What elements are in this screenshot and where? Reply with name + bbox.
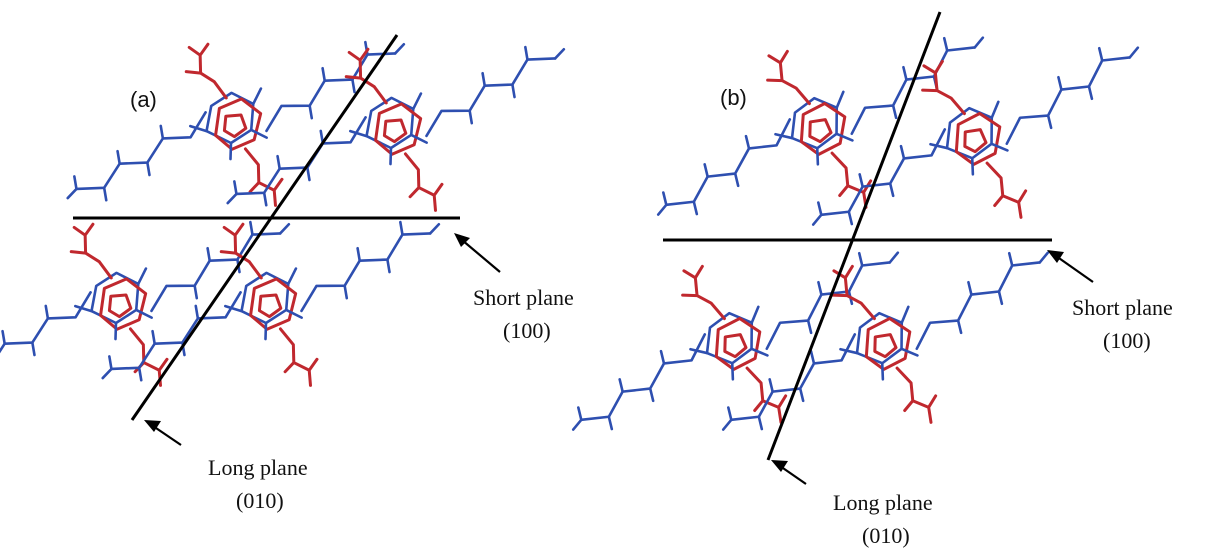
short-plane-arrow-a <box>454 233 501 273</box>
long-plane-arrow-a <box>144 420 182 446</box>
panel-b: (b) Short plane (100) Long plane (010) <box>531 0 1183 548</box>
short-plane-label-b: Short plane <box>1072 295 1173 320</box>
long-plane-label-b: Long plane <box>833 490 933 515</box>
molecule-b3 <box>531 168 943 520</box>
long-plane-label-a: Long plane <box>208 455 308 480</box>
long-plane-index-b: (010) <box>862 523 910 548</box>
short-plane-arrow-b <box>1047 250 1094 283</box>
short-plane-index-a: (100) <box>503 318 551 343</box>
short-plane-label-a: Short plane <box>473 285 574 310</box>
panel-label-b: (b) <box>720 85 747 110</box>
long-plane-arrow-b <box>771 460 807 485</box>
panel-label-a: (a) <box>130 87 157 112</box>
long-plane-line-b <box>766 11 942 461</box>
long-plane-index-a: (010) <box>236 488 284 513</box>
molecule-a2 <box>190 0 604 297</box>
panel-a: (a) Short plane (100) Long plane (010) <box>0 0 604 513</box>
short-plane-index-b: (100) <box>1103 328 1151 353</box>
molecule-b1 <box>616 0 1028 305</box>
long-plane-line-a <box>130 34 399 421</box>
